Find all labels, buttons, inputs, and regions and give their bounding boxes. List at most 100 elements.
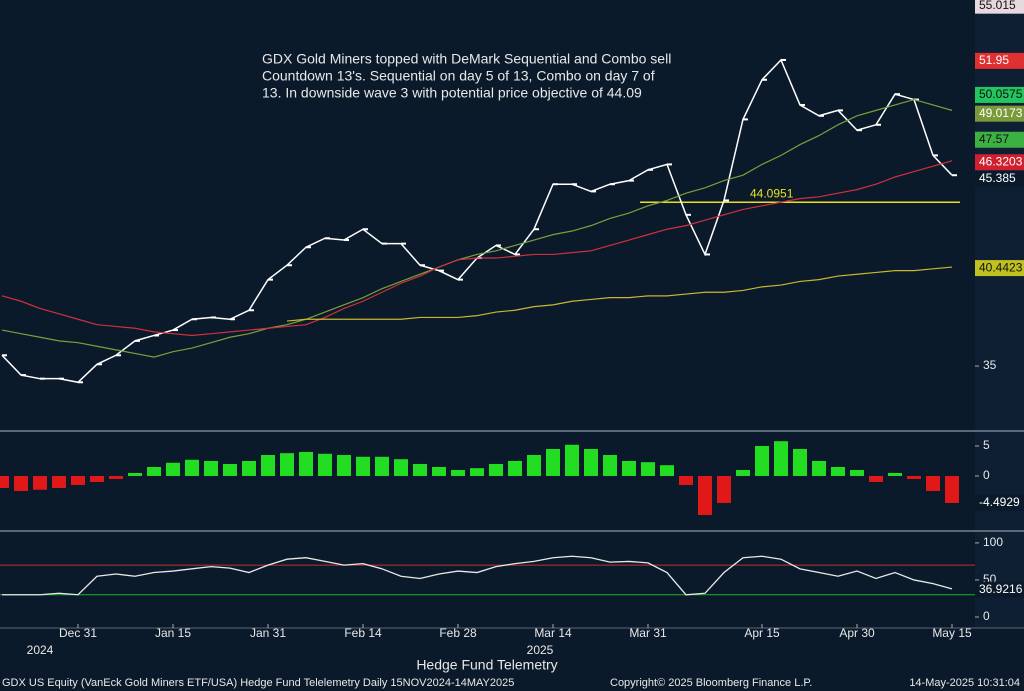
y-tick-label: 5 (983, 438, 990, 452)
bar (166, 462, 180, 476)
price-marker (975, 105, 1024, 122)
bar (14, 475, 28, 491)
price-marker-label: 51.95 (979, 53, 1009, 67)
annotation: Countdown 13's. Sequential on day 5 of 1… (262, 68, 655, 84)
bar (299, 451, 313, 476)
footer-timestamp: 14-May-2025 10:31:04 (909, 677, 1020, 689)
x-tick-label: Jan 31 (250, 626, 286, 640)
x-tick-label: Jan 15 (155, 626, 191, 640)
price-marker-label: 50.0575 (979, 87, 1023, 101)
x-tick-label: Mar 14 (534, 626, 572, 640)
bar (565, 444, 579, 476)
bar (90, 475, 104, 482)
bar (223, 463, 237, 476)
bar (242, 460, 256, 476)
annotation: 13. In downside wave 3 with potential pr… (262, 85, 642, 101)
bar (755, 445, 769, 476)
price-marker-label: 47.57 (979, 132, 1009, 146)
bar (641, 462, 655, 476)
x-tick-label: Dec 31 (59, 626, 97, 640)
bar (584, 448, 598, 476)
bar (318, 453, 332, 476)
price-marker-label: 45.385 (979, 171, 1016, 185)
bar (660, 465, 674, 476)
moving-average (1, 98, 953, 358)
price-marker (975, 581, 1024, 598)
y-tick-label: 0 (983, 468, 990, 482)
x-tick-label: Apr 30 (839, 626, 875, 640)
bar (869, 475, 883, 482)
price-marker (975, 86, 1024, 103)
bar (394, 459, 408, 476)
x-tick-label: Apr 15 (744, 626, 780, 640)
bar (812, 460, 826, 476)
bar (508, 460, 522, 476)
bar (432, 466, 446, 476)
bar (603, 454, 617, 476)
bar (451, 469, 465, 476)
bar (413, 463, 427, 476)
bar (831, 466, 845, 476)
bar (774, 441, 788, 476)
price-marker-label: 55.015 (979, 0, 1016, 12)
right-axis (975, 0, 1024, 628)
price-marker (975, 154, 1024, 171)
footer-title: Hedge Fund Telemetry (416, 657, 557, 673)
price-marker (975, 0, 1024, 14)
year-label: 2025 (527, 643, 554, 657)
x-tick-label: Feb 28 (439, 626, 477, 640)
bar (945, 475, 959, 503)
bar (375, 456, 389, 476)
bar (0, 475, 9, 488)
bar (888, 472, 902, 476)
moving-average (1, 160, 953, 337)
y-tick-label: 100 (983, 535, 1003, 549)
price-marker (975, 494, 1024, 511)
x-tick-label: May 15 (932, 626, 972, 640)
price-marker-label: 36.9216 (979, 582, 1023, 596)
bar (546, 448, 560, 476)
bar (489, 463, 503, 476)
bar (717, 475, 731, 503)
bar (280, 453, 294, 476)
bar (71, 475, 85, 485)
bar (261, 454, 275, 476)
bar (109, 475, 123, 479)
bar (470, 468, 484, 476)
bar (337, 454, 351, 476)
bar (622, 460, 636, 476)
bar (907, 475, 921, 479)
bar (147, 466, 161, 476)
bar (850, 469, 864, 476)
level-label: 44.0951 (750, 186, 794, 200)
footer-description: GDX US Equity (VanEck Gold Miners ETF/US… (2, 677, 514, 689)
bar (679, 475, 693, 485)
x-tick-label: Mar 31 (629, 626, 667, 640)
bar (736, 469, 750, 476)
annotation: GDX Gold Miners topped with DeMark Seque… (262, 51, 671, 67)
x-tick-label: Feb 14 (344, 626, 382, 640)
footer-copyright: Copyright© 2025 Bloomberg Finance L.P. (610, 677, 812, 689)
y-tick-label: 35 (983, 358, 997, 372)
price-marker-label: -4.4929 (979, 495, 1020, 509)
year-label: 2024 (27, 643, 54, 657)
price-marker (975, 171, 1024, 188)
bar (356, 456, 370, 476)
price-marker (975, 260, 1024, 277)
bar (204, 460, 218, 476)
bar (52, 475, 66, 488)
price-marker (975, 131, 1024, 148)
price-marker-label: 49.0173 (979, 106, 1023, 120)
y-tick-label: 0 (983, 609, 990, 623)
bar (926, 475, 940, 491)
oscillator-line (2, 555, 953, 596)
bar (185, 459, 199, 476)
bar (527, 454, 541, 476)
moving-average (286, 266, 953, 322)
bar (698, 475, 712, 515)
bar (793, 448, 807, 476)
bar (128, 472, 142, 476)
